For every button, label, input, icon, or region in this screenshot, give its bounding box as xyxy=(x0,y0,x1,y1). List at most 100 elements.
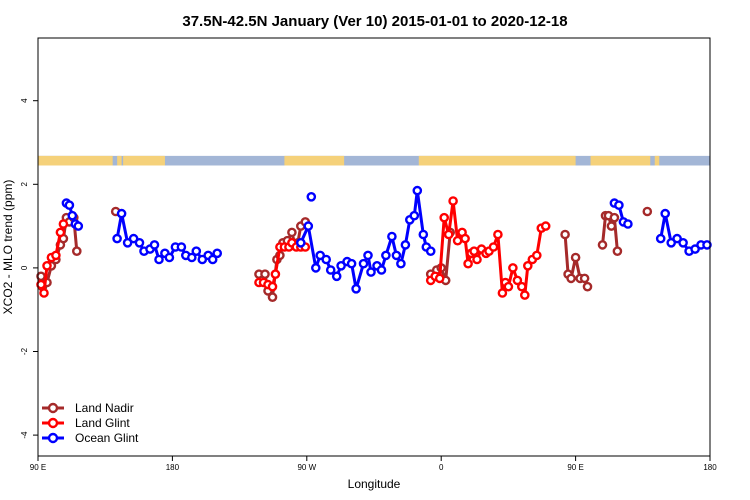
land-nadir-point xyxy=(72,246,82,256)
ocean-glint-point xyxy=(154,254,164,265)
ocean-glint-point xyxy=(67,210,78,221)
ocean-glint-point xyxy=(134,237,145,248)
ocean-glint-point xyxy=(176,242,187,252)
ocean-glint-point xyxy=(295,237,306,248)
ocean-glint-point xyxy=(358,258,369,269)
ocean-glint-point xyxy=(306,191,317,202)
ocean-glint-point xyxy=(122,237,133,248)
ocean-glint-point xyxy=(678,237,688,248)
land-band xyxy=(590,155,651,166)
ocean-glint-point xyxy=(614,200,624,210)
ocean-glint-point xyxy=(363,250,373,261)
land-glint-point xyxy=(523,260,533,271)
land-glint-point xyxy=(448,196,458,206)
ocean-glint-point xyxy=(116,208,127,219)
land-glint-point xyxy=(270,269,281,280)
ocean-glint-point xyxy=(112,233,122,244)
y-tick-label: 2 xyxy=(20,182,29,187)
land-glint-point xyxy=(469,246,479,256)
x-axis: 90 E 180 90 W 0 90 E 180 xyxy=(30,456,717,472)
plot-frame xyxy=(37,37,711,457)
legend-label: Ocean Glint xyxy=(75,431,139,445)
land-glint-point xyxy=(452,235,463,246)
land-nadir-point xyxy=(566,273,576,284)
ocean-glint-point xyxy=(381,250,391,261)
ocean-glint-point xyxy=(655,233,666,244)
x-tick-label: 0 xyxy=(439,463,444,472)
land-glint-point xyxy=(472,254,482,265)
ocean-glint-point xyxy=(321,254,332,265)
y-axis-label: XCO2 - MLO trend (ppm) xyxy=(1,180,15,315)
land-nadir-point xyxy=(597,240,608,250)
y-axis: -4 -2 0 2 4 xyxy=(20,98,38,439)
ocean-glint-point xyxy=(331,271,342,282)
land-glint-point xyxy=(512,275,523,286)
legend-item-ocean-glint: Ocean Glint xyxy=(42,431,139,445)
land-glint-point xyxy=(58,219,69,229)
land-glint-point xyxy=(463,258,473,269)
land-glint-point xyxy=(517,281,527,292)
ocean-glint-point xyxy=(660,208,671,219)
land-band xyxy=(654,155,660,166)
ocean-glint-point xyxy=(425,246,436,256)
ocean-glint-point xyxy=(164,252,175,263)
land-band xyxy=(123,155,165,166)
series-layer xyxy=(36,185,712,303)
land-band xyxy=(117,155,122,166)
land-nadir-point xyxy=(260,269,270,280)
land-glint-point xyxy=(55,227,66,238)
legend-swatch-marker xyxy=(47,432,59,444)
land-nadir-point xyxy=(570,252,581,263)
ocean-glint-point xyxy=(672,233,682,244)
series-land-glint xyxy=(36,196,551,300)
ocean-glint-line xyxy=(299,189,432,291)
legend-swatch-marker xyxy=(47,417,59,429)
chart-title: 37.5N-42.5N January (Ver 10) 2015-01-01 … xyxy=(182,13,567,30)
land-glint-point xyxy=(520,290,530,300)
legend-item-land-glint: Land Glint xyxy=(42,416,130,430)
legend-label: Land Glint xyxy=(75,416,130,430)
y-tick-label: 4 xyxy=(20,98,29,103)
legend-item-land-nadir: Land Nadir xyxy=(42,401,134,415)
x-tick-label: 180 xyxy=(166,463,180,472)
land-glint-point xyxy=(267,281,278,292)
ocean-band xyxy=(38,155,710,166)
legend-swatch-marker xyxy=(47,402,59,414)
ocean-glint-point xyxy=(351,283,361,294)
land-glint-point xyxy=(460,233,470,244)
ocean-glint-point xyxy=(346,258,357,269)
legend-label: Land Nadir xyxy=(75,401,134,415)
series-ocean-glint xyxy=(61,185,712,294)
land-nadir-point xyxy=(560,229,570,240)
land-glint-point xyxy=(503,281,514,292)
land-band xyxy=(486,155,576,166)
ocean-glint-point xyxy=(212,248,222,259)
ocean-glint-point xyxy=(310,263,321,273)
land-glint-point xyxy=(443,229,454,240)
land-glint-point xyxy=(532,250,542,261)
land-glint-point xyxy=(540,221,551,231)
ocean-glint-point xyxy=(191,246,202,256)
ocean-glint-point xyxy=(396,258,406,269)
ocean-glint-point xyxy=(325,265,336,275)
x-tick-label: 90 E xyxy=(567,463,583,472)
ocean-glint-point xyxy=(400,240,411,250)
ocean-glint-point xyxy=(387,231,397,242)
land-nadir-point xyxy=(606,221,617,231)
land-glint-point xyxy=(51,250,61,261)
land-band xyxy=(284,155,345,166)
land-nadir-point xyxy=(612,246,623,256)
land-nadir-point xyxy=(267,292,278,303)
land-glint-point xyxy=(439,212,450,223)
x-tick-label: 90 W xyxy=(297,463,316,472)
ocean-glint-point xyxy=(73,221,84,231)
y-tick-label: -4 xyxy=(20,431,29,439)
land-nadir-point xyxy=(287,227,297,238)
ocean-glint-point xyxy=(149,240,160,250)
ocean-glint-point xyxy=(412,185,423,196)
y-tick-label: -2 xyxy=(20,347,29,355)
ocean-glint-point xyxy=(702,240,712,250)
series-land-nadir xyxy=(36,206,653,303)
